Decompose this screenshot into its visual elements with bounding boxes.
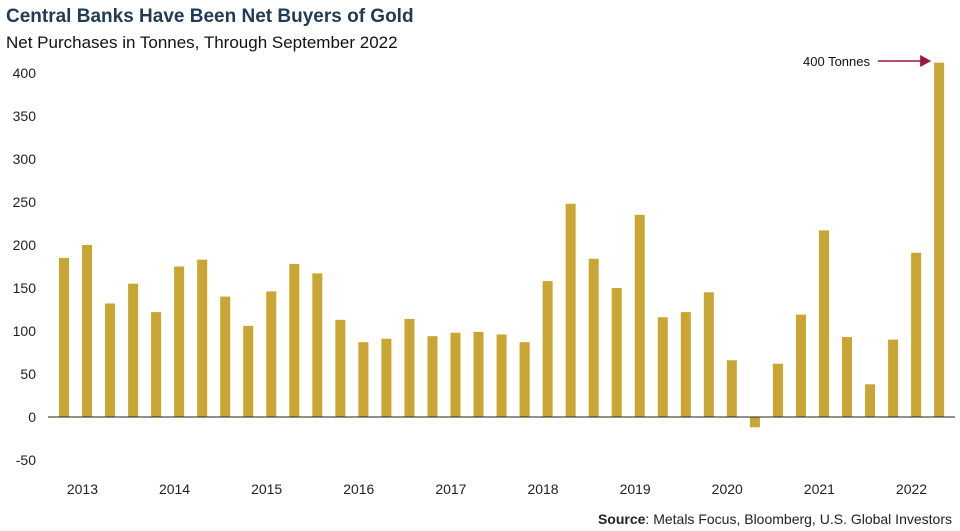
bar xyxy=(473,331,484,417)
bar xyxy=(335,319,346,417)
bar xyxy=(703,292,714,417)
x-tick-label: 2021 xyxy=(804,481,835,497)
y-tick-label: 0 xyxy=(28,409,36,425)
bar xyxy=(795,314,806,417)
x-axis: 2013 2014 2015 2016 2017 2018 2019 2020 2021 2022 xyxy=(48,416,955,497)
bar xyxy=(842,337,853,417)
bar xyxy=(749,417,760,428)
bar xyxy=(404,318,415,417)
chart-title: Central Banks Have Been Net Buyers of Go… xyxy=(6,6,414,27)
bar xyxy=(588,258,599,417)
source-label: Source xyxy=(597,511,646,527)
annotation: 400 Tonnes xyxy=(803,54,932,69)
x-tick-label: 2015 xyxy=(251,481,282,497)
bar xyxy=(128,283,139,417)
bar xyxy=(934,62,945,418)
y-tick-label: 100 xyxy=(13,323,37,339)
bar xyxy=(680,312,691,417)
y-tick-label: 400 xyxy=(13,65,37,81)
bar xyxy=(496,334,507,417)
source-text: : Metals Focus, Bloomberg, U.S. Global I… xyxy=(645,511,952,527)
y-tick-label: 350 xyxy=(13,108,37,124)
bar xyxy=(105,303,116,417)
bar xyxy=(818,230,829,417)
bar xyxy=(381,338,392,417)
bar xyxy=(911,252,922,417)
bar xyxy=(657,317,668,417)
bar xyxy=(243,325,254,417)
bar xyxy=(266,291,277,417)
bar xyxy=(611,288,622,417)
bar xyxy=(289,263,300,417)
x-tick-label: 2016 xyxy=(343,481,374,497)
annotation-arrow-head xyxy=(920,55,932,67)
bar xyxy=(565,203,576,417)
chart-subtitle: Net Purchases in Tonnes, Through Septemb… xyxy=(6,33,398,52)
bar xyxy=(220,296,231,417)
bar xyxy=(312,273,323,417)
bar xyxy=(450,332,461,417)
bar xyxy=(634,214,645,417)
x-tick-label: 2018 xyxy=(527,481,558,497)
source-note: Source: Metals Focus, Bloomberg, U.S. Gl… xyxy=(598,511,952,527)
bar xyxy=(542,281,553,417)
x-tick-label: 2013 xyxy=(67,481,98,497)
annotation-label: 400 Tonnes xyxy=(803,54,870,69)
x-tick-label: 2014 xyxy=(159,481,190,497)
bar xyxy=(197,259,208,417)
y-tick-label: 300 xyxy=(13,151,37,167)
bar xyxy=(888,339,899,417)
bar xyxy=(772,363,783,417)
bar xyxy=(59,257,69,417)
bar xyxy=(151,312,162,417)
bars-group xyxy=(59,62,945,428)
bar xyxy=(174,266,185,417)
bar xyxy=(726,360,737,417)
bar xyxy=(427,336,438,417)
y-tick-label: -50 xyxy=(16,452,36,468)
bar xyxy=(519,342,530,417)
bar xyxy=(358,342,369,417)
y-tick-label: 50 xyxy=(20,366,36,382)
y-tick-label: 150 xyxy=(13,280,37,296)
bar xyxy=(865,384,876,417)
x-tick-label: 2022 xyxy=(896,481,927,497)
x-tick-label: 2017 xyxy=(435,481,466,497)
bar xyxy=(82,245,93,417)
x-tick-label: 2019 xyxy=(620,481,651,497)
y-tick-label: 200 xyxy=(13,237,37,253)
y-axis: -50 0 50 100 150 200 250 300 350 400 xyxy=(13,65,37,468)
y-tick-label: 250 xyxy=(13,194,37,210)
x-tick-label: 2020 xyxy=(712,481,743,497)
